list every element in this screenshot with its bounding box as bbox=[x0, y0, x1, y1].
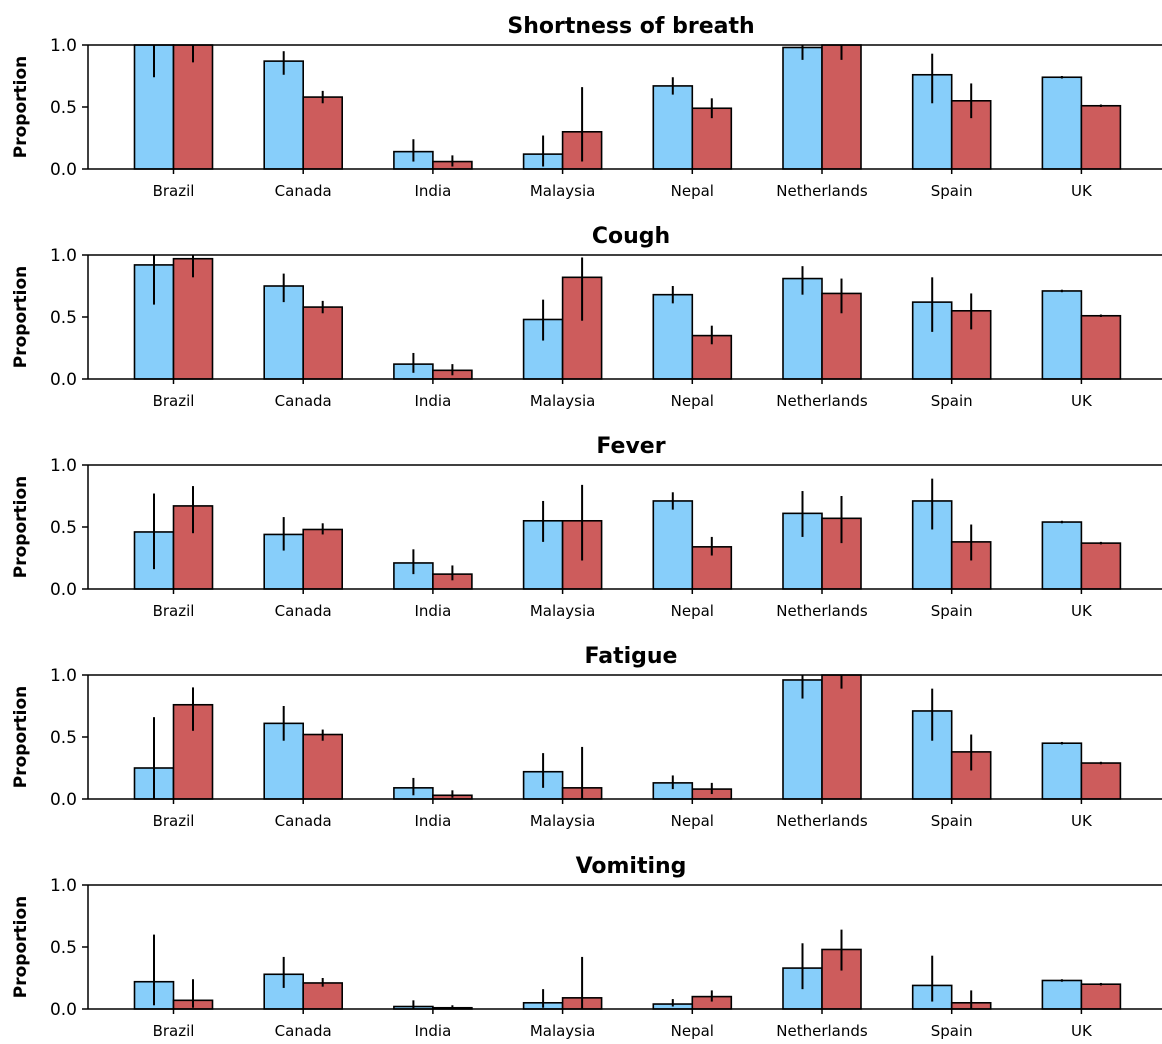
x-tick-label: Spain bbox=[931, 392, 973, 410]
y-axis-label: Proportion bbox=[11, 266, 31, 369]
x-tick-label: India bbox=[414, 602, 451, 620]
y-axis-label: Proportion bbox=[11, 56, 31, 159]
x-tick-label: Malaysia bbox=[530, 392, 596, 410]
bar bbox=[172, 44, 214, 170]
x-tick-label: Brazil bbox=[153, 602, 195, 620]
x-tick-label: Spain bbox=[931, 182, 973, 200]
x-tick-label: Malaysia bbox=[530, 1022, 596, 1039]
x-tick-label: Spain bbox=[931, 1022, 973, 1039]
bar bbox=[782, 46, 823, 170]
bar bbox=[1080, 542, 1122, 590]
y-tick-label: 0.5 bbox=[50, 308, 77, 328]
bar bbox=[1080, 104, 1122, 170]
x-tick-label: UK bbox=[1071, 812, 1093, 830]
bar bbox=[302, 306, 344, 380]
x-tick-label: Brazil bbox=[153, 182, 195, 200]
bar bbox=[652, 293, 694, 380]
y-tick-label: 1.0 bbox=[50, 36, 77, 56]
x-tick-label: Canada bbox=[275, 392, 332, 410]
y-tick-label: 0.0 bbox=[50, 370, 77, 390]
panel-title: Vomiting bbox=[576, 854, 687, 879]
bar bbox=[302, 733, 344, 800]
x-tick-label: Netherlands bbox=[776, 182, 868, 200]
y-tick-label: 1.0 bbox=[50, 876, 77, 896]
bar bbox=[821, 44, 862, 170]
x-tick-label: UK bbox=[1071, 392, 1093, 410]
x-tick-label: Canada bbox=[275, 602, 332, 620]
bar bbox=[1041, 979, 1083, 1010]
x-tick-label: UK bbox=[1071, 602, 1093, 620]
panel-title: Cough bbox=[592, 224, 670, 249]
bar bbox=[1080, 983, 1122, 1010]
y-tick-label: 0.5 bbox=[50, 518, 77, 538]
bar bbox=[782, 679, 823, 800]
x-tick-label: Nepal bbox=[671, 602, 714, 620]
bar bbox=[652, 85, 694, 170]
x-tick-label: Nepal bbox=[671, 392, 714, 410]
bar bbox=[1041, 521, 1083, 590]
x-tick-label: India bbox=[414, 812, 451, 830]
x-tick-label: Canada bbox=[275, 182, 332, 200]
bar bbox=[302, 528, 344, 590]
bar bbox=[1041, 76, 1083, 170]
x-tick-label: Brazil bbox=[153, 392, 195, 410]
y-tick-label: 1.0 bbox=[50, 456, 77, 476]
y-tick-label: 1.0 bbox=[50, 666, 77, 686]
bar bbox=[821, 674, 862, 800]
x-tick-label: Netherlands bbox=[776, 392, 868, 410]
bar bbox=[302, 96, 344, 170]
bar bbox=[1041, 290, 1083, 380]
chart-panel: Fatigue Proportion 0.0 0.5 1.0 Brazil Canada In… bbox=[11, 644, 1162, 830]
x-tick-label: Spain bbox=[931, 812, 973, 830]
bar bbox=[263, 60, 305, 170]
x-tick-label: UK bbox=[1071, 1022, 1093, 1039]
x-tick-label: Malaysia bbox=[530, 182, 596, 200]
x-tick-label: Nepal bbox=[671, 1022, 714, 1039]
y-tick-label: 0.5 bbox=[50, 728, 77, 748]
y-axis-label: Proportion bbox=[11, 686, 31, 789]
y-tick-label: 1.0 bbox=[50, 246, 77, 266]
x-tick-label: Nepal bbox=[671, 812, 714, 830]
panel-title: Fever bbox=[596, 434, 665, 459]
x-tick-label: Netherlands bbox=[776, 812, 868, 830]
panel-title: Shortness of breath bbox=[507, 14, 754, 39]
x-tick-label: Brazil bbox=[153, 812, 195, 830]
bar bbox=[652, 500, 694, 590]
bar bbox=[1041, 742, 1083, 800]
x-tick-label: UK bbox=[1071, 182, 1093, 200]
x-tick-label: India bbox=[414, 392, 451, 410]
x-tick-label: Malaysia bbox=[530, 812, 596, 830]
x-tick-label: Malaysia bbox=[530, 602, 596, 620]
chart-panel: Fever Proportion 0.0 0.5 1.0 Brazil Canada Indi… bbox=[11, 434, 1162, 620]
bar bbox=[1080, 314, 1122, 380]
x-tick-label: Canada bbox=[275, 1022, 332, 1039]
chart-panel: Cough Proportion 0.0 0.5 1.0 Brazil Canada Indi… bbox=[11, 224, 1162, 410]
y-axis-label: Proportion bbox=[11, 476, 31, 579]
chart-panel: Vomiting Proportion 0.0 0.5 1.0 Brazil Canada I… bbox=[11, 854, 1162, 1040]
x-tick-label: India bbox=[414, 182, 451, 200]
bar bbox=[1080, 762, 1122, 800]
panel-title: Fatigue bbox=[585, 644, 678, 669]
x-tick-label: Spain bbox=[931, 602, 973, 620]
y-tick-label: 0.0 bbox=[50, 160, 77, 180]
y-tick-label: 0.5 bbox=[50, 98, 77, 118]
x-tick-label: Nepal bbox=[671, 182, 714, 200]
y-tick-label: 0.0 bbox=[50, 580, 77, 600]
x-tick-label: Brazil bbox=[153, 1022, 195, 1039]
x-tick-label: Netherlands bbox=[776, 602, 868, 620]
y-axis-label: Proportion bbox=[11, 896, 31, 999]
y-tick-label: 0.0 bbox=[50, 790, 77, 810]
y-tick-label: 0.5 bbox=[50, 938, 77, 958]
y-tick-label: 0.0 bbox=[50, 1000, 77, 1020]
x-tick-label: Netherlands bbox=[776, 1022, 868, 1039]
bar bbox=[302, 982, 344, 1010]
chart-panel: Shortness of breath Proportion 0.0 0.5 1.0 Br… bbox=[11, 14, 1162, 200]
x-tick-label: Canada bbox=[275, 812, 332, 830]
x-tick-label: India bbox=[414, 1022, 451, 1039]
